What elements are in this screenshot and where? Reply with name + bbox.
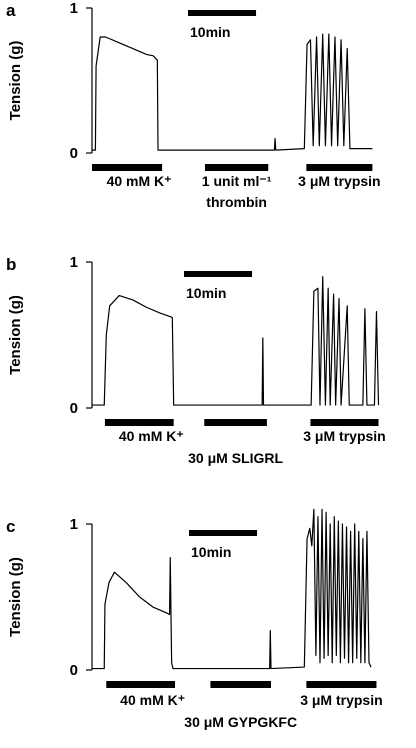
treatment-bar — [92, 164, 163, 171]
treatment-label: 1 unit ml⁻¹ — [202, 173, 272, 189]
treatment-label: 30 μM SLIGRL — [188, 450, 283, 466]
y-tick-label: 1 — [70, 0, 78, 17]
treatment-bar — [310, 419, 379, 426]
panel: a Tension (g) 0 1 10min 40 mM K⁺ 1 unit ml⁻¹ th… — [6, 0, 381, 210]
tension-trace — [92, 33, 373, 151]
treatment-label: 40 mM K⁺ — [120, 692, 185, 708]
scale-bar-label: 10min — [191, 544, 231, 560]
treatment-bar — [106, 681, 176, 688]
scale-bar-label: 10min — [186, 285, 226, 301]
y-axis-label: Tension (g) — [7, 557, 24, 637]
y-axis-label: Tension (g) — [7, 295, 24, 375]
treatment-label: 3 μM trypsin — [303, 428, 385, 444]
y-axis-label: Tension (g) — [7, 41, 24, 121]
scale-bar-label: 10min — [190, 24, 230, 40]
scale-bar — [189, 530, 258, 536]
tension-trace — [92, 508, 372, 670]
y-tick-label: 0 — [70, 400, 78, 417]
y-tick-label: 0 — [70, 662, 78, 679]
tension-trace — [92, 276, 380, 406]
y-tick-label: 0 — [70, 145, 78, 162]
scale-bar — [188, 10, 257, 16]
treatment-label: 3 μM trypsin — [300, 692, 382, 708]
y-tick-label: 1 — [70, 254, 78, 271]
treatment-label: 30 μM GYPGKFC — [184, 714, 297, 730]
panel-label: c — [6, 517, 15, 536]
treatment-bar — [204, 164, 269, 171]
panel-label: a — [6, 1, 16, 20]
treatment-label: 3 μM trypsin — [298, 173, 380, 189]
treatment-bar — [306, 681, 377, 688]
treatment-label: 40 mM K⁺ — [119, 428, 184, 444]
treatment-bar — [210, 681, 271, 688]
treatment-bar — [306, 164, 373, 171]
panel-label: b — [6, 255, 16, 274]
y-tick-label: 1 — [70, 516, 78, 533]
scale-bar — [184, 271, 253, 277]
panel: b Tension (g) 0 1 10min 40 mM K⁺30 μM SLIGRL 3… — [6, 254, 386, 466]
treatment-label: thrombin — [206, 194, 267, 210]
treatment-label: 40 mM K⁺ — [107, 173, 172, 189]
panel: c Tension (g) 0 1 10min 40 mM K⁺ 30 μM GYPGKFC… — [6, 508, 383, 730]
treatment-bar — [204, 419, 267, 426]
treatment-bar — [104, 419, 174, 426]
